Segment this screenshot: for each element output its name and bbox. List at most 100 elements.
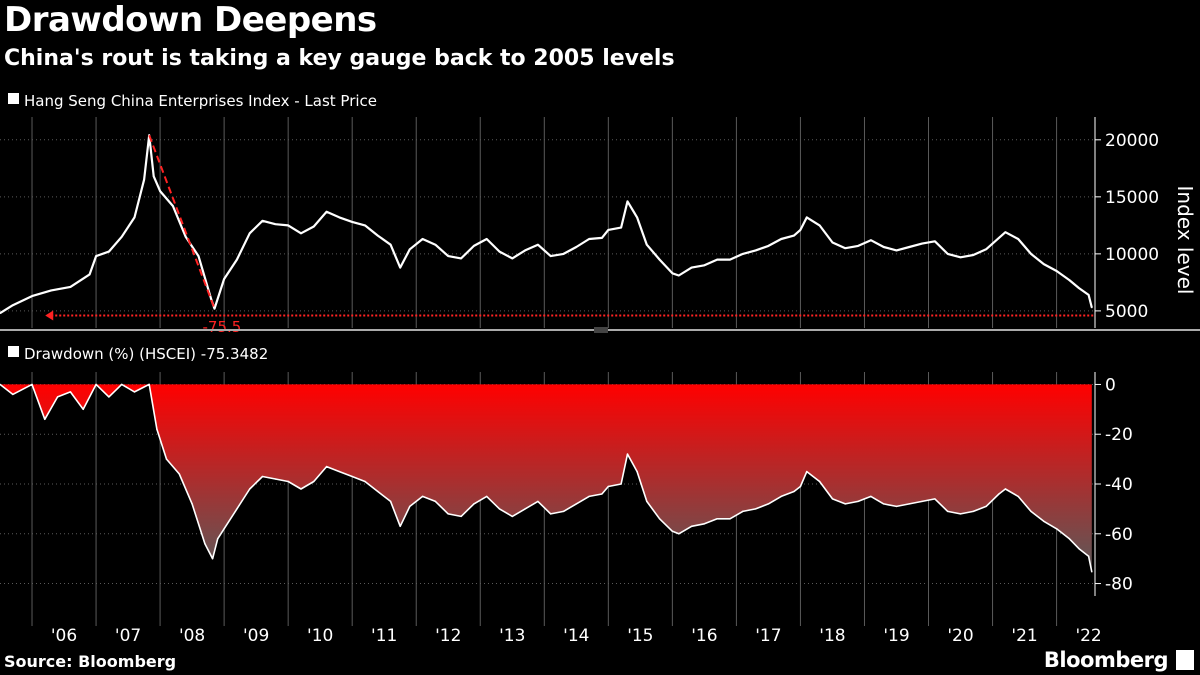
drawdown-point <box>806 470 808 473</box>
price-point <box>172 205 174 207</box>
price-point <box>818 224 821 227</box>
price-point <box>946 253 949 255</box>
drawdown-point <box>857 500 859 503</box>
price-point <box>223 278 225 280</box>
price-point <box>213 307 216 310</box>
price-point <box>351 221 353 223</box>
drawdown-point <box>421 495 424 498</box>
price-point <box>537 243 539 246</box>
drawdown-annotation-label: -75.5 <box>203 318 242 336</box>
drawdown-point <box>69 391 72 393</box>
price-point <box>677 274 680 277</box>
drawdown-point <box>377 490 379 493</box>
drawdown-point <box>959 513 962 515</box>
price-point <box>793 234 795 237</box>
price-point <box>767 245 770 247</box>
drawdown-point <box>313 480 315 483</box>
price-point <box>511 257 514 260</box>
price-point <box>671 272 674 275</box>
drawdown-point <box>399 525 401 528</box>
drawdown-point <box>485 495 488 498</box>
drawdown-point <box>524 508 526 510</box>
drawdown-point <box>818 480 821 483</box>
drawdown-point <box>409 505 411 508</box>
drawdown-point <box>1091 571 1093 573</box>
drawdown-point <box>742 510 744 513</box>
drawdown-point <box>588 495 590 498</box>
y-tick-label-bottom--40: -40 <box>1105 475 1133 495</box>
x-tick-label-2021: '21 <box>1011 626 1037 646</box>
price-point <box>197 255 200 257</box>
drawdown-point <box>793 490 795 493</box>
price-point <box>549 255 552 257</box>
drawdown-point <box>12 393 14 396</box>
price-point <box>274 223 277 226</box>
x-tick-label-2019: '19 <box>883 626 909 646</box>
drawdown-point <box>972 510 975 513</box>
price-point <box>261 219 264 222</box>
drawdown-point <box>780 495 782 498</box>
x-tick-label-2020: '20 <box>947 626 973 646</box>
price-point <box>831 241 834 244</box>
price-point <box>882 246 885 248</box>
x-tick-label-2018: '18 <box>819 626 845 646</box>
y-tick-label-bottom--20: -20 <box>1105 425 1133 445</box>
drawdown-point <box>716 518 718 520</box>
drawdown-point <box>447 513 449 515</box>
x-tick-label-2015: '15 <box>627 626 653 646</box>
drawdown-point <box>947 510 949 513</box>
axes: 5000 10000 15000 20000 0 -20 -40 -60 -80 '06 '07 '0… <box>0 117 1200 646</box>
price-point <box>300 232 302 235</box>
legend-label-drawdown: Drawdown (%) (HSCEI) -75.3482 <box>24 345 268 363</box>
price-point <box>588 238 590 240</box>
drawdown-point <box>133 391 136 393</box>
drawdown-point <box>364 480 366 483</box>
drawdown-point <box>934 498 936 500</box>
x-tick-label-2011: '11 <box>371 626 397 646</box>
price-point <box>636 216 638 219</box>
drawdown-point <box>870 495 872 498</box>
drawdown-point <box>236 508 238 510</box>
price-point <box>377 234 379 237</box>
drawdown-point <box>249 488 251 490</box>
drawdown-point <box>217 538 219 540</box>
price-point <box>447 255 450 257</box>
price-point <box>799 229 802 231</box>
drawdown-point <box>550 513 552 515</box>
x-tick-label-2022: '22 <box>1075 626 1101 646</box>
drawdown-point <box>562 510 565 513</box>
drawdown-point <box>261 475 264 478</box>
price-point <box>575 246 578 248</box>
price-point <box>236 258 238 261</box>
drawdown-point <box>1055 528 1058 530</box>
price-point <box>620 226 622 229</box>
price-point <box>607 229 610 231</box>
drawdown-point <box>678 533 680 535</box>
x-tick-label-2008: '08 <box>179 626 205 646</box>
drawdown-point <box>274 478 277 480</box>
drawdown-point <box>636 470 638 473</box>
drawdown-point <box>95 383 97 386</box>
price-point <box>421 238 424 240</box>
drawdown-point <box>844 503 846 505</box>
drawdown-point <box>620 483 622 485</box>
drawdown-point <box>799 485 802 488</box>
price-point <box>959 256 962 259</box>
price-point <box>399 266 402 269</box>
price-point <box>921 242 923 245</box>
chart-title: Drawdown Deepens <box>4 0 377 40</box>
drawdown-point <box>211 557 214 560</box>
price-point <box>1090 306 1093 309</box>
price-point <box>12 304 14 306</box>
price-point <box>108 250 110 253</box>
drawdown-point <box>1087 555 1090 557</box>
price-point <box>703 264 706 267</box>
price-point <box>1068 279 1071 281</box>
price-point <box>152 175 155 178</box>
price-point <box>601 237 603 239</box>
chart-subtitle: China's rout is taking a key gauge back … <box>4 46 675 71</box>
price-point <box>434 243 437 246</box>
drawdown-point <box>511 515 513 518</box>
drawdown-point <box>690 525 693 528</box>
drawdown-point <box>908 503 910 505</box>
